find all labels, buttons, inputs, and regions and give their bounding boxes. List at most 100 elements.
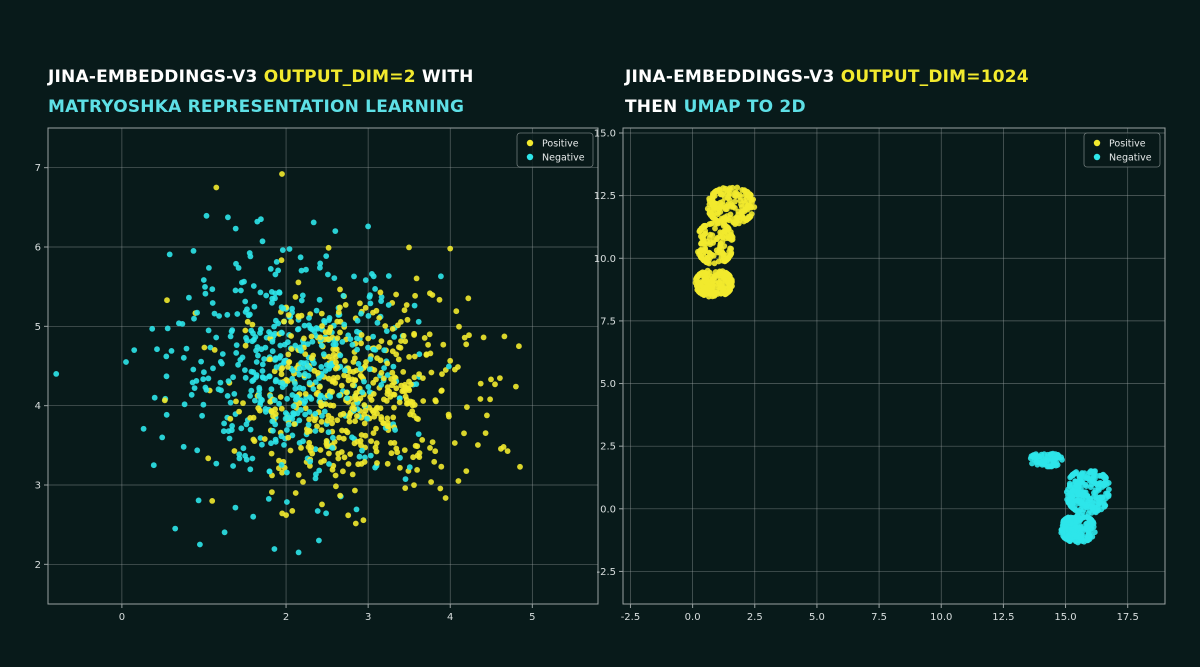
negative-point [243, 375, 249, 381]
negative-point [332, 228, 338, 234]
negative-point [1072, 532, 1078, 538]
negative-point [234, 342, 240, 348]
positive-point [723, 205, 729, 211]
positive-point [306, 417, 312, 423]
positive-point [367, 394, 373, 400]
positive-point [501, 444, 507, 450]
negative-point [258, 290, 264, 296]
negative-point [201, 369, 207, 375]
negative-point [280, 247, 286, 253]
negative-point [233, 350, 239, 356]
legend-label-positive: Positive [1109, 139, 1146, 150]
points-left [53, 171, 523, 555]
negative-point [325, 272, 331, 278]
positive-point [396, 344, 402, 350]
positive-point [391, 405, 397, 411]
negative-point [261, 356, 267, 362]
positive-point [405, 317, 411, 323]
negative-point [287, 246, 293, 252]
positive-point [438, 464, 444, 470]
negative-point [366, 313, 372, 319]
negative-point [321, 318, 327, 324]
positive-point [363, 305, 369, 311]
legend-label-positive: Positive [542, 139, 579, 150]
negative-point [243, 335, 249, 341]
positive-point [279, 511, 285, 517]
positive-point [373, 445, 379, 451]
positive-point [324, 441, 330, 447]
positive-point [411, 413, 417, 419]
positive-point [329, 389, 335, 395]
negative-point [252, 304, 258, 310]
positive-point [358, 373, 364, 379]
positive-point [699, 225, 705, 231]
negative-point [359, 389, 365, 395]
y-tick-label: 10.0 [594, 254, 616, 265]
negative-point [323, 510, 329, 516]
positive-point [408, 382, 414, 388]
positive-point [361, 517, 367, 523]
negative-point [263, 406, 269, 412]
negative-point [260, 375, 266, 381]
negative-point [184, 346, 190, 352]
negative-point [315, 508, 321, 514]
negative-point [327, 315, 333, 321]
positive-point [337, 330, 343, 336]
positive-point [329, 420, 335, 426]
x-tick-label: 0 [119, 612, 125, 623]
positive-point [735, 215, 741, 221]
positive-point [252, 438, 258, 444]
positive-point [353, 390, 359, 396]
positive-point [304, 429, 310, 435]
negative-point [339, 339, 345, 345]
negative-point [253, 348, 259, 354]
negative-point [242, 367, 248, 373]
positive-point [412, 402, 418, 408]
x-tick-label: 0.0 [685, 612, 701, 623]
positive-point [716, 259, 722, 265]
negative-point [270, 428, 276, 434]
positive-point [293, 490, 299, 496]
negative-point [229, 423, 235, 429]
positive-point [437, 486, 443, 492]
negative-point [372, 286, 378, 292]
positive-point [478, 396, 484, 402]
negative-point [313, 428, 319, 434]
positive-point [269, 408, 275, 414]
positive-point [463, 341, 469, 347]
positive-point [227, 416, 233, 422]
positive-point [267, 356, 273, 362]
negative-point [228, 400, 234, 406]
negative-point [283, 410, 289, 416]
positive-point [335, 335, 341, 341]
negative-point [251, 283, 257, 289]
positive-point [718, 205, 724, 211]
positive-point [727, 191, 733, 197]
negative-point [1087, 469, 1093, 475]
positive-point [513, 384, 519, 390]
negative-point [272, 295, 278, 301]
positive-point [335, 456, 341, 462]
points-right [693, 185, 1112, 546]
negative-point [306, 373, 312, 379]
legend: Positive Negative [1084, 133, 1160, 167]
negative-point [172, 526, 178, 532]
negative-point [204, 387, 210, 393]
negative-point [1085, 511, 1091, 517]
negative-point [297, 366, 303, 372]
legend-label-negative: Negative [1109, 153, 1152, 164]
positive-point [363, 408, 369, 414]
negative-point [238, 288, 244, 294]
negative-point [213, 461, 219, 467]
positive-point [420, 398, 426, 404]
positive-point [379, 370, 385, 376]
y-tick-label: 6 [35, 243, 41, 254]
positive-point [742, 188, 748, 194]
positive-point [326, 245, 332, 251]
positive-point [483, 430, 489, 436]
negative-point [1090, 504, 1096, 510]
negative-point [225, 214, 231, 220]
positive-point [243, 343, 249, 349]
positive-point [517, 464, 523, 470]
negative-point [277, 290, 283, 296]
